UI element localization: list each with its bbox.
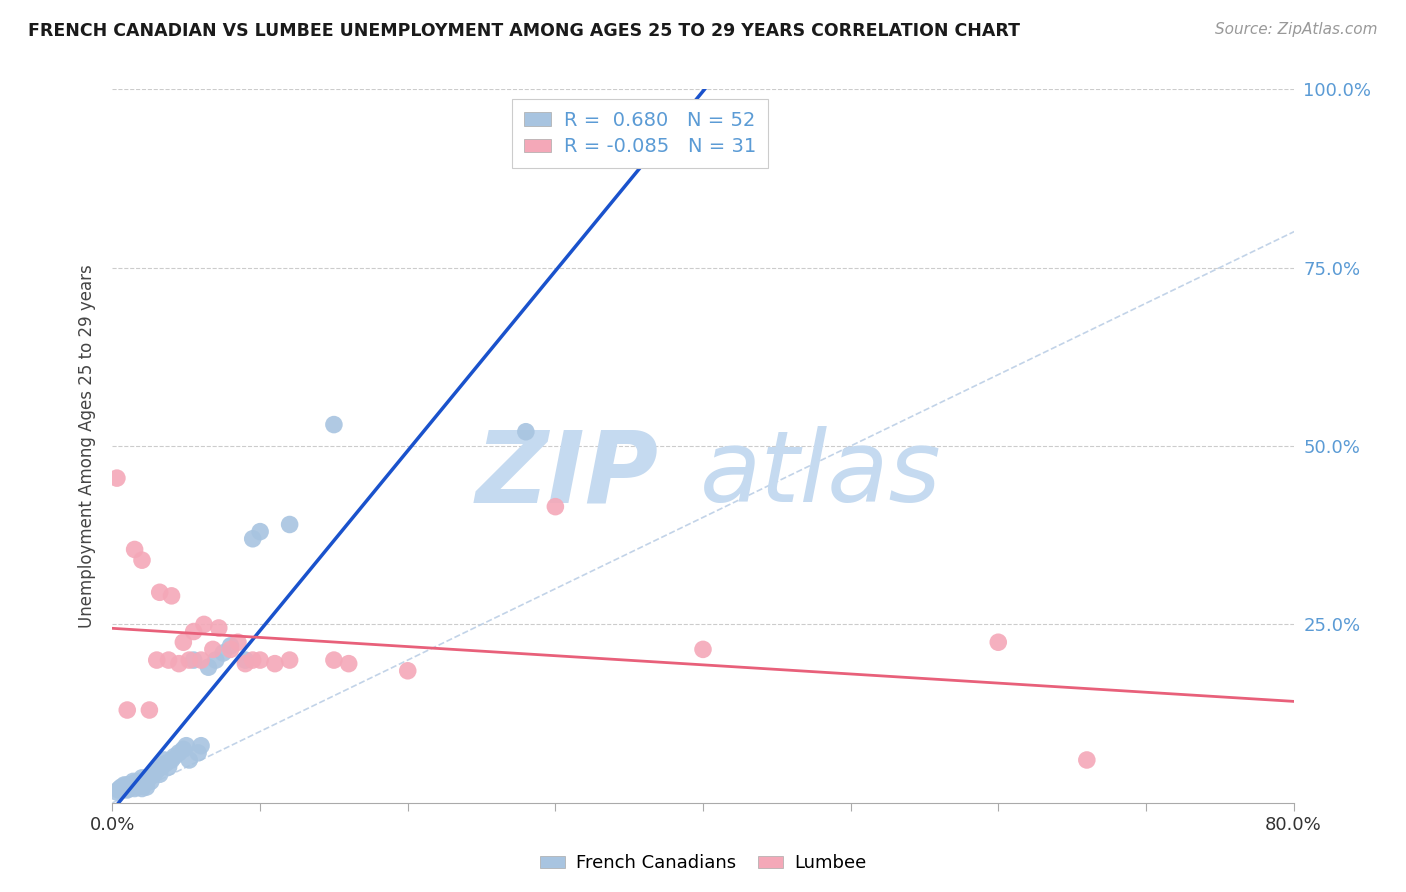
Point <box>122 774 145 789</box>
Point <box>1076 753 1098 767</box>
Point <box>183 624 205 639</box>
Point <box>131 771 153 785</box>
Point <box>132 774 155 789</box>
Point <box>242 653 264 667</box>
Point <box>205 653 228 667</box>
Point <box>120 778 142 792</box>
Point <box>157 760 180 774</box>
Text: Source: ZipAtlas.com: Source: ZipAtlas.com <box>1215 22 1378 37</box>
Point <box>197 660 219 674</box>
Point <box>155 756 177 771</box>
Point <box>125 778 148 792</box>
Point <box>139 774 162 789</box>
Point <box>515 425 537 439</box>
Point <box>128 774 150 789</box>
Point <box>105 785 128 799</box>
Legend: French Canadians, Lumbee: French Canadians, Lumbee <box>533 847 873 880</box>
Point <box>124 776 146 790</box>
Point <box>146 653 169 667</box>
Point <box>124 542 146 557</box>
Point <box>108 781 131 796</box>
Point <box>193 617 215 632</box>
Point <box>167 657 190 671</box>
Point <box>160 589 183 603</box>
Point <box>117 778 138 792</box>
Point <box>112 778 135 792</box>
Point <box>264 657 287 671</box>
Point <box>110 780 132 794</box>
Point <box>233 653 256 667</box>
Point <box>233 657 256 671</box>
Point <box>226 635 249 649</box>
Point <box>124 781 146 796</box>
Point <box>149 767 172 781</box>
Point <box>187 746 209 760</box>
Point <box>117 703 138 717</box>
Point <box>249 524 271 539</box>
Point <box>278 653 301 667</box>
Point <box>201 642 224 657</box>
Point <box>149 585 172 599</box>
Point <box>544 500 567 514</box>
Point <box>190 653 212 667</box>
Point <box>117 783 138 797</box>
Point <box>208 621 231 635</box>
Point <box>134 776 156 790</box>
Point <box>179 653 201 667</box>
Point <box>160 753 183 767</box>
Point <box>219 642 242 657</box>
Y-axis label: Unemployment Among Ages 25 to 29 years: Unemployment Among Ages 25 to 29 years <box>77 264 96 628</box>
Text: ZIP: ZIP <box>475 426 658 523</box>
Point <box>987 635 1010 649</box>
Text: atlas: atlas <box>700 426 942 523</box>
Point <box>172 635 194 649</box>
Point <box>174 739 197 753</box>
Point <box>114 781 136 796</box>
Point <box>337 657 360 671</box>
Point <box>172 742 194 756</box>
Point <box>129 778 152 792</box>
Text: FRENCH CANADIAN VS LUMBEE UNEMPLOYMENT AMONG AGES 25 TO 29 YEARS CORRELATION CHA: FRENCH CANADIAN VS LUMBEE UNEMPLOYMENT A… <box>28 22 1021 40</box>
Point <box>212 646 235 660</box>
Point <box>249 653 271 667</box>
Point <box>242 532 264 546</box>
Point <box>179 753 201 767</box>
Point <box>146 764 169 778</box>
Point <box>167 746 190 760</box>
Point <box>323 417 346 432</box>
Point <box>127 780 149 794</box>
Point <box>131 553 153 567</box>
Point <box>107 783 129 797</box>
Point <box>142 767 165 781</box>
Point <box>278 517 301 532</box>
Point <box>118 781 141 796</box>
Point <box>183 653 205 667</box>
Point <box>323 653 346 667</box>
Point <box>692 642 714 657</box>
Point <box>396 664 419 678</box>
Point <box>121 780 143 794</box>
Point <box>163 749 186 764</box>
Point <box>219 639 242 653</box>
Point <box>157 653 180 667</box>
Point <box>131 781 153 796</box>
Point <box>105 471 128 485</box>
Point <box>135 780 157 794</box>
Point <box>138 771 160 785</box>
Point <box>150 760 173 774</box>
Point <box>138 703 160 717</box>
Point <box>153 753 176 767</box>
Point <box>111 783 134 797</box>
Point <box>190 739 212 753</box>
